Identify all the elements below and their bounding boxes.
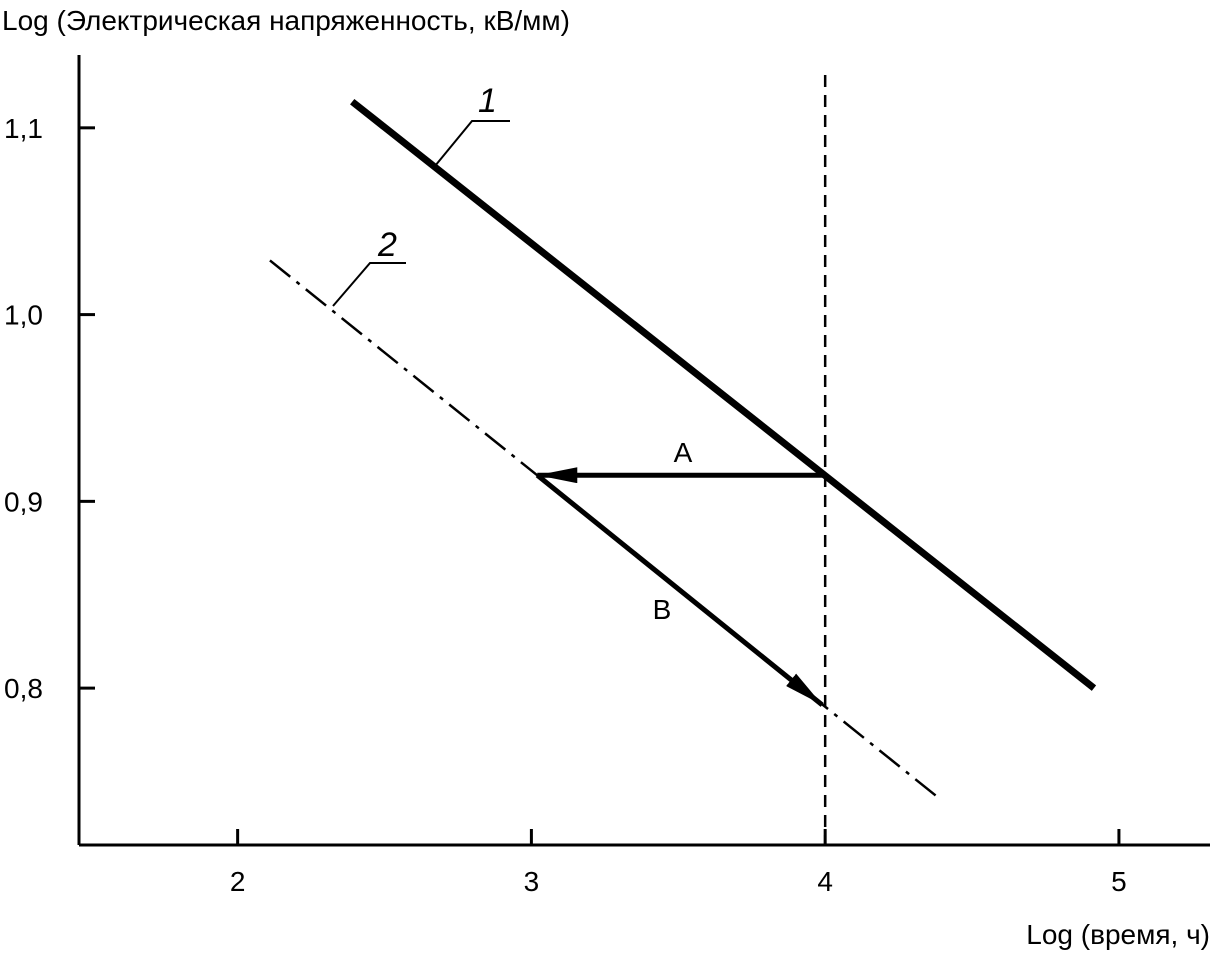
annotation-label-A: A xyxy=(674,437,693,468)
y-tick-label: 0,9 xyxy=(4,486,43,517)
y-axis-label: Log (Электрическая напряженность, кВ/мм) xyxy=(2,5,570,36)
x-tick-label: 4 xyxy=(817,866,833,897)
series-label-leader xyxy=(332,262,406,307)
annotation-label-B: B xyxy=(653,594,672,625)
x-tick-label: 3 xyxy=(524,866,540,897)
series-line-1 xyxy=(350,98,1097,691)
x-tick-label: 5 xyxy=(1111,866,1127,897)
annotation-arrow-B xyxy=(535,473,824,707)
y-tick-label: 1,0 xyxy=(4,300,43,331)
series-label-1: 1 xyxy=(478,82,497,120)
x-axis-label: Log (время, ч) xyxy=(1026,919,1210,950)
series-label-leader xyxy=(434,120,510,167)
x-tick-label: 2 xyxy=(230,866,246,897)
y-tick-label: 0,8 xyxy=(4,673,43,704)
y-tick-label: 1,1 xyxy=(4,113,43,144)
series-label-2: 2 xyxy=(377,226,397,264)
